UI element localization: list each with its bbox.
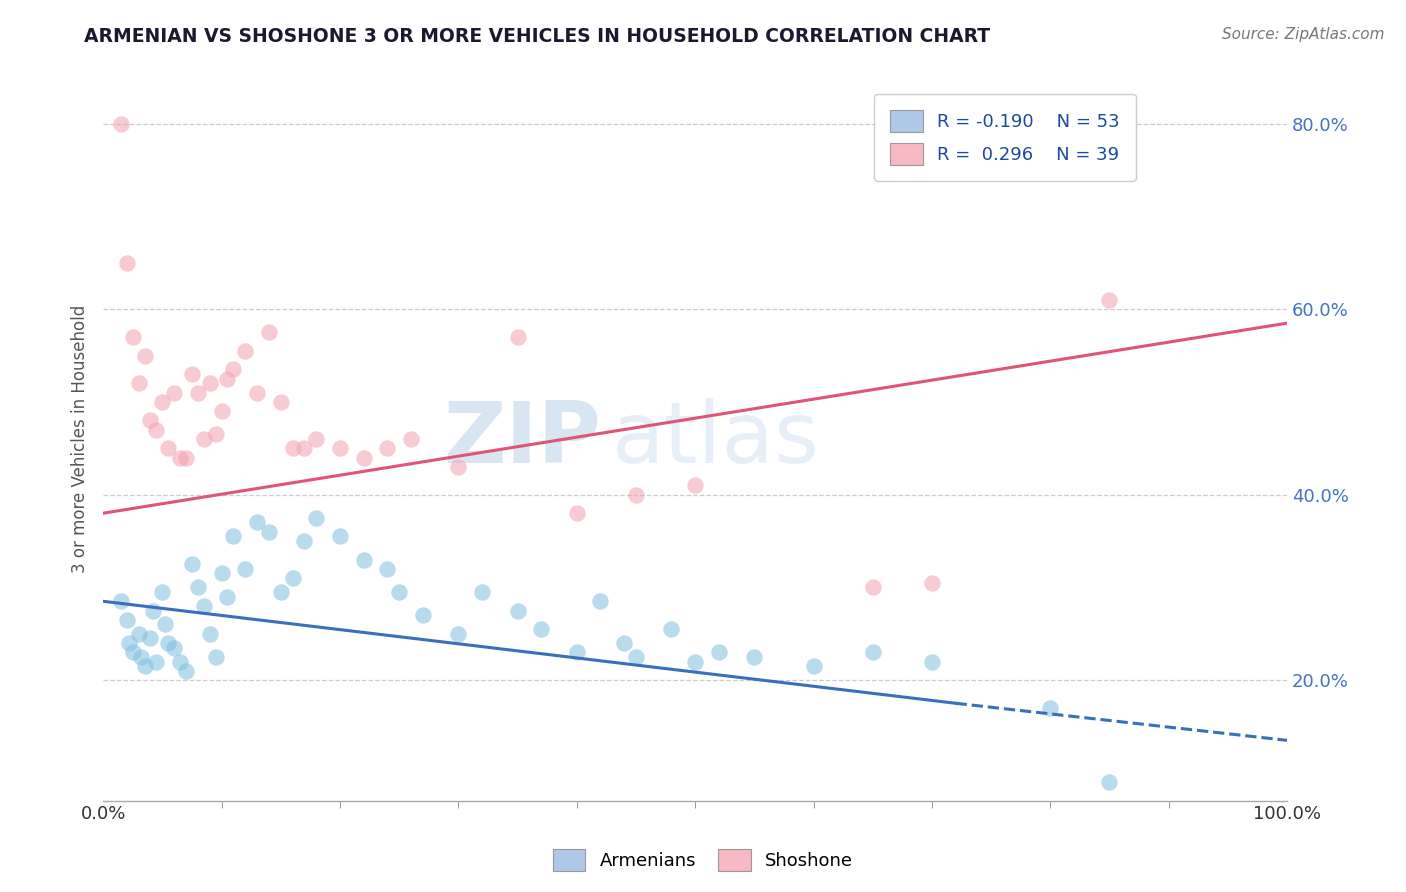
Point bbox=[139, 632, 162, 646]
Point bbox=[142, 603, 165, 617]
Text: atlas: atlas bbox=[612, 398, 820, 481]
Point bbox=[115, 256, 138, 270]
Point bbox=[661, 622, 683, 636]
Point bbox=[187, 385, 209, 400]
Point bbox=[1098, 775, 1121, 789]
Point bbox=[412, 608, 434, 623]
Point bbox=[294, 442, 316, 456]
Point bbox=[246, 516, 269, 530]
Point bbox=[742, 649, 765, 664]
Point bbox=[388, 585, 411, 599]
Point bbox=[139, 413, 162, 427]
Point bbox=[128, 376, 150, 391]
Point bbox=[257, 524, 280, 539]
Point bbox=[193, 432, 215, 446]
Point bbox=[128, 626, 150, 640]
Point bbox=[181, 558, 204, 572]
Point bbox=[153, 617, 176, 632]
Point bbox=[329, 442, 352, 456]
Point bbox=[305, 511, 328, 525]
Point bbox=[157, 442, 180, 456]
Y-axis label: 3 or more Vehicles in Household: 3 or more Vehicles in Household bbox=[72, 305, 89, 574]
Point bbox=[589, 594, 612, 608]
Point bbox=[862, 645, 884, 659]
Point bbox=[624, 488, 647, 502]
Point bbox=[624, 649, 647, 664]
Point bbox=[163, 640, 186, 655]
Text: ZIP: ZIP bbox=[443, 398, 600, 481]
Text: Source: ZipAtlas.com: Source: ZipAtlas.com bbox=[1222, 27, 1385, 42]
Point bbox=[145, 655, 167, 669]
Legend: Armenians, Shoshone: Armenians, Shoshone bbox=[546, 842, 860, 879]
Point bbox=[353, 450, 375, 465]
Point bbox=[506, 330, 529, 344]
Point bbox=[530, 622, 553, 636]
Point bbox=[193, 599, 215, 613]
Point bbox=[121, 330, 143, 344]
Point bbox=[233, 343, 256, 358]
Point bbox=[118, 636, 141, 650]
Point bbox=[110, 117, 132, 131]
Point bbox=[565, 506, 588, 520]
Point bbox=[281, 442, 304, 456]
Point bbox=[1098, 293, 1121, 307]
Point bbox=[169, 450, 191, 465]
Point bbox=[204, 427, 226, 442]
Point bbox=[198, 626, 221, 640]
Point bbox=[281, 571, 304, 585]
Point bbox=[204, 649, 226, 664]
Point bbox=[613, 636, 636, 650]
Point bbox=[683, 655, 706, 669]
Point bbox=[305, 432, 328, 446]
Point bbox=[233, 562, 256, 576]
Point bbox=[270, 585, 292, 599]
Point bbox=[329, 529, 352, 543]
Point bbox=[222, 529, 245, 543]
Point bbox=[217, 590, 239, 604]
Point bbox=[803, 659, 825, 673]
Point bbox=[246, 385, 269, 400]
Point bbox=[163, 385, 186, 400]
Point bbox=[353, 552, 375, 566]
Point bbox=[447, 459, 470, 474]
Point bbox=[157, 636, 180, 650]
Point bbox=[115, 613, 138, 627]
Point bbox=[217, 372, 239, 386]
Point bbox=[129, 649, 152, 664]
Point bbox=[565, 645, 588, 659]
Point bbox=[222, 362, 245, 376]
Point bbox=[198, 376, 221, 391]
Point bbox=[1039, 701, 1062, 715]
Text: ARMENIAN VS SHOSHONE 3 OR MORE VEHICLES IN HOUSEHOLD CORRELATION CHART: ARMENIAN VS SHOSHONE 3 OR MORE VEHICLES … bbox=[84, 27, 990, 45]
Point bbox=[375, 562, 398, 576]
Point bbox=[921, 575, 943, 590]
Point bbox=[174, 450, 197, 465]
Point bbox=[471, 585, 494, 599]
Point bbox=[169, 655, 191, 669]
Point bbox=[134, 349, 156, 363]
Point bbox=[375, 442, 398, 456]
Point bbox=[211, 566, 233, 581]
Point bbox=[506, 603, 529, 617]
Point bbox=[174, 664, 197, 678]
Point bbox=[921, 655, 943, 669]
Point bbox=[145, 423, 167, 437]
Point bbox=[134, 659, 156, 673]
Point bbox=[257, 326, 280, 340]
Point bbox=[211, 404, 233, 418]
Point bbox=[121, 645, 143, 659]
Legend: R = -0.190    N = 53, R =  0.296    N = 39: R = -0.190 N = 53, R = 0.296 N = 39 bbox=[875, 94, 1136, 181]
Point bbox=[270, 395, 292, 409]
Point bbox=[110, 594, 132, 608]
Point bbox=[447, 626, 470, 640]
Point bbox=[399, 432, 422, 446]
Point bbox=[683, 478, 706, 492]
Point bbox=[181, 367, 204, 381]
Point bbox=[707, 645, 730, 659]
Point bbox=[862, 580, 884, 594]
Point bbox=[294, 534, 316, 549]
Point bbox=[150, 395, 173, 409]
Point bbox=[187, 580, 209, 594]
Point bbox=[150, 585, 173, 599]
